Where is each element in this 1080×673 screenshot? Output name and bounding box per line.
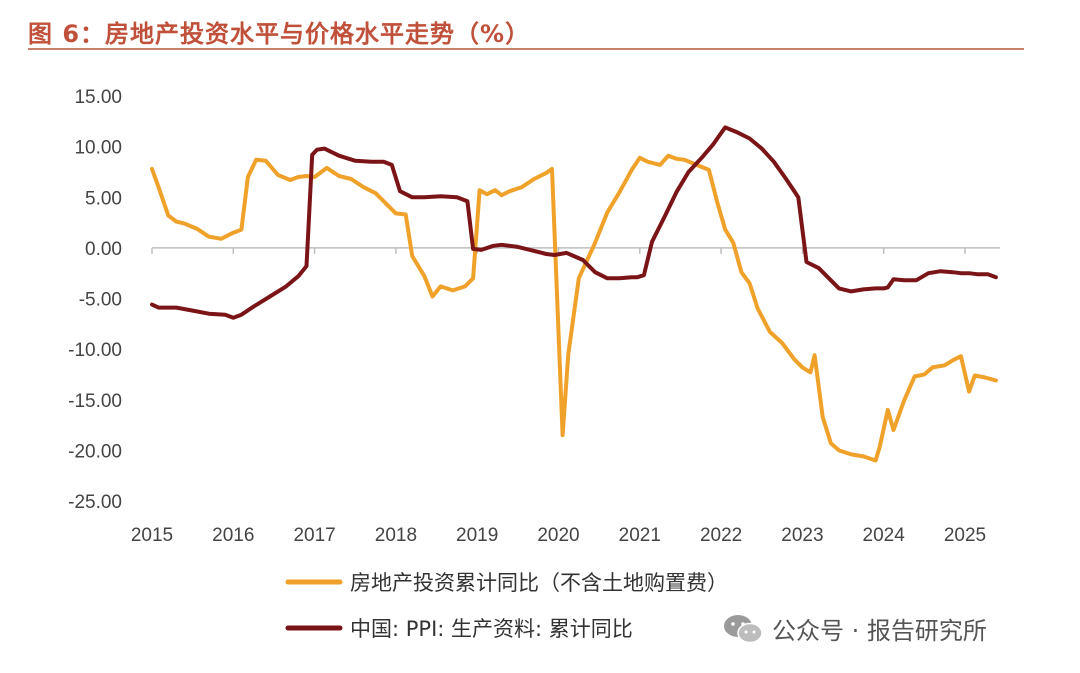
y-tick-label: 10.00: [74, 138, 122, 159]
y-tick-label: 15.00: [74, 87, 122, 108]
series-line-1: [150, 153, 998, 463]
x-tick-label: 2016: [212, 525, 254, 546]
chart-header: 图 6：房地产投资水平与价格水平走势（%）: [28, 14, 1028, 50]
x-tick-label: 2023: [781, 525, 823, 546]
x-tick-label: 2025: [944, 525, 986, 546]
watermark: 公众号 · 报告研究所: [722, 611, 987, 646]
y-tick-label: -10.00: [68, 340, 122, 361]
legend-label-series-2: 中国: PPI: 生产资料: 累计同比: [350, 617, 633, 641]
watermark-text: 公众号 · 报告研究所: [772, 617, 987, 645]
chart-legend: 房地产投资累计同比（不含土地购置费） 中国: PPI: 生产资料: 累计同比: [285, 571, 728, 641]
y-tick-label: -15.00: [68, 391, 122, 412]
y-tick-label: -20.00: [68, 441, 122, 462]
x-tick-label: 2017: [293, 525, 335, 546]
chart-lines: [150, 125, 998, 463]
legend-label-series-1: 房地产投资累计同比（不含土地购置费）: [350, 571, 728, 595]
y-tick-label: 0.00: [85, 239, 122, 260]
y-tick-label: -5.00: [79, 290, 122, 311]
y-tick-label: -25.00: [68, 492, 122, 513]
x-tick-label: 2018: [375, 525, 417, 546]
chart-title: 图 6：房地产投资水平与价格水平走势（%）: [28, 20, 531, 48]
x-tick-label: 2020: [537, 525, 579, 546]
title-underline: [28, 48, 1024, 50]
x-tick-label: 2021: [619, 525, 661, 546]
x-tick-label: 2022: [700, 525, 742, 546]
chart-axes: 15.00 10.00 5.00 0.00 -5.00 -10.00 -15.00 -20.0…: [68, 87, 1000, 546]
series-line-2: [150, 125, 998, 320]
x-tick-label: 2019: [456, 525, 498, 546]
y-tick-label: 5.00: [85, 188, 122, 209]
wechat-icon: [724, 614, 763, 643]
x-tick-label: 2024: [863, 525, 906, 546]
x-tick-label: 2015: [131, 525, 173, 546]
